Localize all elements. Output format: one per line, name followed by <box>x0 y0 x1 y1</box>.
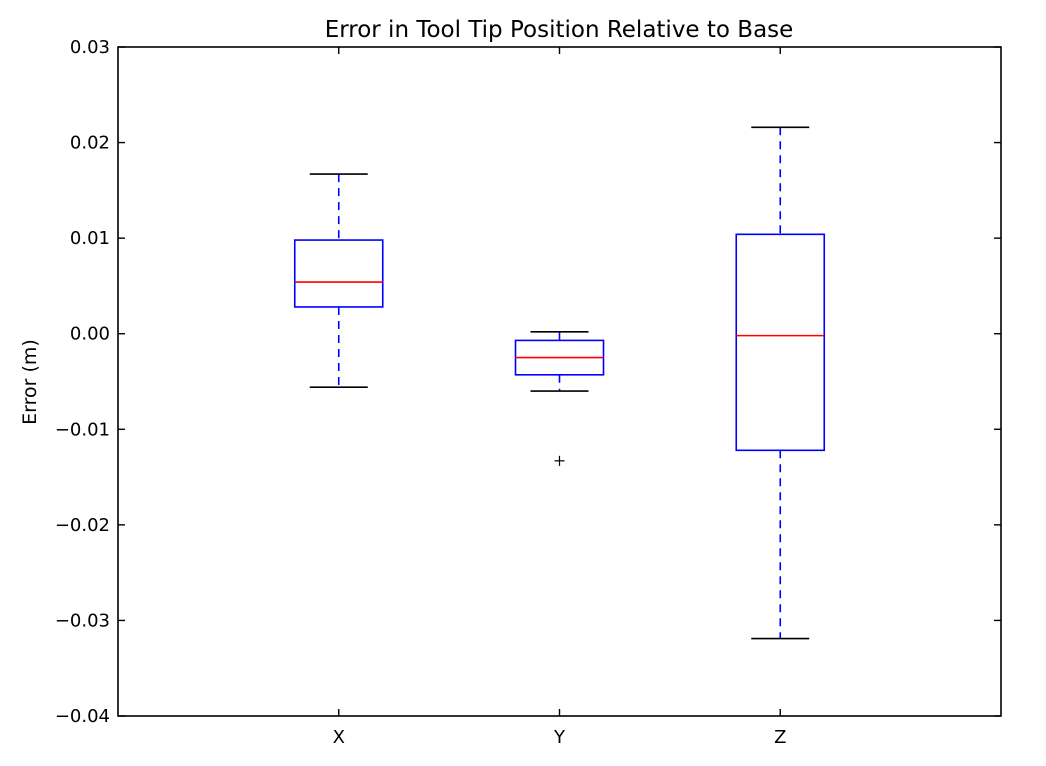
x-tick-label: Z <box>774 727 786 748</box>
y-axis-label: Error (m) <box>19 339 41 425</box>
box-z <box>735 233 826 452</box>
outlier-point-y <box>554 455 565 466</box>
y-tick-label: −0.01 <box>55 419 110 440</box>
y-tick-label: −0.02 <box>55 515 110 536</box>
y-tick-label: 0.01 <box>70 228 110 249</box>
box-x <box>293 239 384 308</box>
chart-title: Error in Tool Tip Position Relative to B… <box>325 17 794 43</box>
y-tick-label: 0.03 <box>70 37 110 58</box>
plot-area: 0.03 0.02 0.01 0.00 −0.01 −0.02 −0.03 −0.04 X Y Z <box>55 37 1002 748</box>
y-tick-label: −0.04 <box>55 706 110 727</box>
x-tick-label: X <box>333 727 345 748</box>
y-tick-label: −0.03 <box>55 610 110 631</box>
y-tick-label: 0.00 <box>70 324 110 345</box>
y-tick-label: 0.02 <box>70 133 110 154</box>
x-tick-label: Y <box>553 727 566 748</box>
